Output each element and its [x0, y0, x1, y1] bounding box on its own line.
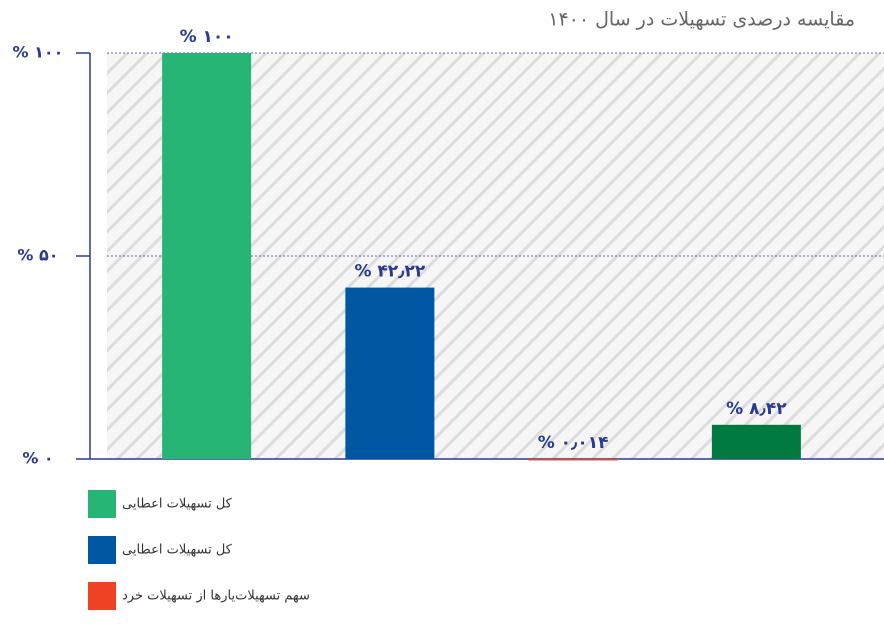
bar: [345, 287, 435, 459]
y-tick-label: % ۵۰: [17, 246, 58, 265]
legend-label: کل تسهیلات اعطایی: [122, 543, 233, 558]
bar: [528, 458, 618, 461]
legend-label: کل تسهیلات اعطایی: [122, 497, 233, 512]
bar: [162, 53, 252, 459]
value-label: % ۰٫۰۱۴: [538, 433, 609, 453]
y-tick-label: % ۰: [22, 449, 53, 468]
chart-title: مقایسه درصدی تسهیلات در سال ۱۴۰۰: [548, 9, 855, 31]
value-label: % ۱۰۰: [180, 27, 234, 47]
legend-swatch: [88, 582, 116, 610]
bar: [711, 424, 801, 459]
y-tick-label: % ۱۰۰: [13, 43, 64, 62]
legend-swatch: [88, 490, 116, 518]
legend-label: سهم تسهیلات‌یارها از تسهیلات خرد: [122, 589, 310, 604]
value-label: % ۴۲٫۲۲: [354, 262, 425, 282]
value-label: % ۸٫۴۲: [726, 399, 787, 419]
legend-swatch: [88, 536, 116, 564]
